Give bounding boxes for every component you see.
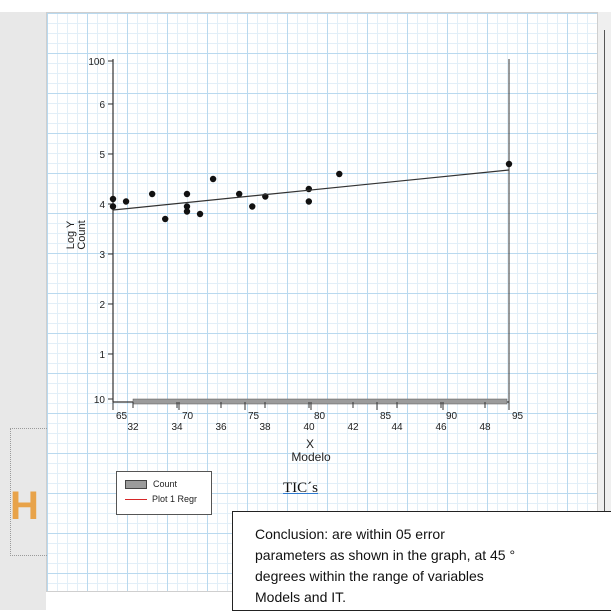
x-tick-label-bottom: 44	[391, 422, 403, 433]
data-point	[162, 215, 169, 223]
data-point	[122, 198, 130, 205]
data-point	[336, 170, 343, 178]
data-point	[109, 195, 117, 203]
x-tick-label-bottom: 32	[127, 422, 139, 433]
x-axis-label-x: X	[306, 437, 314, 451]
legend-swatch-box-icon	[125, 480, 147, 490]
conclusion-textbox: Conclusion: are within 05 error paramete…	[232, 511, 611, 611]
regression-line	[112, 169, 510, 211]
x-tick-label-bottom: 42	[347, 422, 359, 433]
y-tick-label: 10	[94, 395, 106, 406]
right-divider	[604, 30, 605, 575]
legend-item-count: Count	[125, 478, 177, 490]
data-point	[183, 190, 191, 198]
x-tick-label-bottom: 48	[479, 422, 491, 433]
y-tick-label: 100	[88, 57, 105, 68]
y-tick-label: 5	[99, 150, 105, 161]
top-bar	[0, 0, 611, 12]
chart-regression	[112, 169, 510, 211]
data-point	[505, 160, 513, 168]
data-point	[249, 203, 256, 210]
x-axis-band	[132, 398, 508, 405]
legend-item-regression: Plot 1 Regr	[125, 493, 197, 505]
x-tick-label-top: 85	[380, 411, 392, 422]
conclusion-line: degrees within the range of variables	[255, 568, 484, 584]
graph-paper-background	[46, 12, 598, 592]
conclusion-line: Models and IT.	[255, 589, 347, 605]
x-tick-label-top: 75	[248, 411, 260, 422]
data-point	[305, 185, 313, 193]
y-tick-label: 2	[99, 300, 105, 311]
y-tick-label: 1	[99, 350, 105, 361]
x-tick-label-bottom: 34	[171, 422, 183, 433]
x-tick-label-top: 95	[512, 411, 524, 422]
y-tick-label: 3	[99, 250, 105, 261]
data-point	[148, 190, 156, 198]
data-point	[109, 203, 117, 210]
side-letter: H	[10, 484, 39, 528]
x-tick-label-bottom: 36	[215, 422, 227, 433]
dotted-selection-box	[10, 428, 47, 556]
x-tick-label-top: 70	[182, 411, 194, 422]
data-point	[183, 208, 191, 215]
conclusion-line: Conclusion: are within 05 error	[255, 526, 445, 542]
data-point	[209, 175, 217, 183]
legend-swatch-line-icon	[125, 499, 147, 501]
data-point	[235, 190, 243, 198]
y-tick-label: 4	[99, 200, 105, 211]
chart-points	[109, 160, 513, 223]
x-tick-label-bottom: 38	[259, 422, 271, 433]
x-tick-label-top: 80	[314, 411, 326, 422]
x-axis-label-modelo: Modelo	[291, 450, 331, 464]
tics-label: TIC´s	[283, 480, 318, 496]
x-tick-label-bottom: 46	[435, 422, 447, 433]
x-tick-label-top: 90	[446, 411, 458, 422]
x-tick-label-top: 65	[116, 411, 128, 422]
data-point	[183, 203, 191, 210]
left-panel	[0, 12, 46, 610]
x-tick-label-bottom: 40	[303, 422, 315, 433]
chart-axes	[112, 59, 510, 410]
y-tick-label: 6	[99, 100, 105, 111]
conclusion-line: parameters as shown in the graph, at 45 …	[255, 547, 516, 563]
y-axis-label: Log YCount	[65, 220, 88, 250]
data-point	[305, 198, 313, 205]
data-point	[196, 210, 204, 218]
chart-legend: Count Plot 1 Regr	[116, 471, 212, 515]
